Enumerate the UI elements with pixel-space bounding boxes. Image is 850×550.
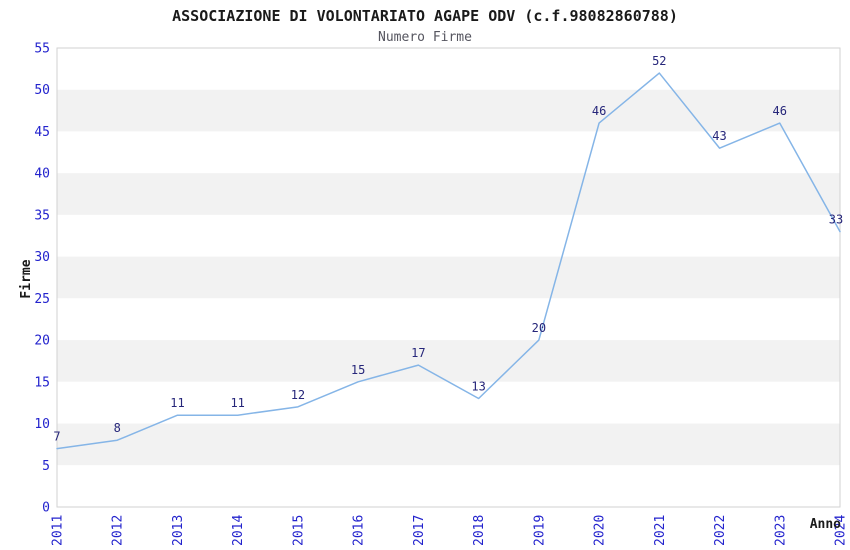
x-axis-title: Anno (810, 517, 841, 532)
data-point-label: 46 (773, 104, 787, 118)
x-tick-label: 2018 (472, 515, 487, 546)
x-tick-label: 2022 (713, 515, 728, 546)
data-point-label: 8 (114, 421, 121, 435)
plot-border (56, 47, 841, 508)
plot-band (57, 48, 840, 90)
x-tick-label: 2013 (171, 515, 186, 546)
data-point-label: 52 (652, 54, 666, 68)
data-point-label: 33 (829, 213, 843, 227)
series-line (56, 72, 841, 450)
y-tick-label: 15 (34, 375, 50, 390)
y-tick-label: 30 (34, 250, 50, 265)
y-axis-tick-labels: 0 5 10 15 20 25 30 35 40 45 50 55 (34, 42, 50, 516)
x-tick-label: 2015 (291, 515, 306, 546)
plot-band (57, 465, 840, 507)
data-point-label: 46 (592, 104, 606, 118)
x-tick-label: 2017 (412, 515, 427, 546)
y-tick-label: 20 (34, 334, 50, 349)
y-axis-title: Firme (19, 259, 34, 298)
y-tick-label: 10 (34, 417, 50, 432)
x-tick-label: 2020 (593, 515, 608, 546)
chart-title: ASSOCIAZIONE DI VOLONTARIATO AGAPE ODV (… (172, 7, 678, 25)
data-point-label: 7 (53, 430, 60, 444)
x-tick-label: 2016 (352, 515, 367, 546)
y-tick-label: 5 (42, 459, 50, 474)
plot-band (57, 423, 840, 466)
data-point-label: 20 (532, 321, 546, 335)
plot-band (57, 256, 840, 299)
y-tick-label: 40 (34, 167, 50, 182)
x-tick-label: 2011 (51, 515, 66, 546)
y-tick-label: 50 (34, 83, 50, 98)
plot-band (57, 381, 840, 424)
chart-subtitle: Numero Firme (378, 30, 472, 45)
x-tick-label: 2014 (231, 515, 246, 546)
plot-band (57, 340, 840, 382)
data-point-labels: 7 8 11 11 12 15 17 13 20 46 52 43 46 33 (53, 54, 843, 444)
plot-band (57, 214, 840, 257)
plot-band (57, 173, 840, 215)
x-tick-label: 2012 (111, 515, 126, 546)
y-tick-label: 55 (34, 42, 50, 57)
y-tick-label: 25 (34, 292, 50, 307)
x-tick-label: 2019 (532, 515, 547, 546)
plot-band (57, 89, 840, 132)
y-tick-label: 0 (42, 501, 50, 516)
data-point-label: 43 (712, 129, 726, 143)
data-point-label: 13 (471, 380, 485, 394)
plot-band (57, 298, 840, 341)
data-point-label: 17 (411, 346, 425, 360)
plot-band (57, 131, 840, 174)
data-point-label: 12 (291, 388, 305, 402)
data-point-label: 15 (351, 363, 365, 377)
x-tick-label: 2023 (773, 515, 788, 546)
data-point-label: 11 (170, 396, 184, 410)
x-tick-label: 2021 (653, 515, 668, 546)
plot-background-bands (57, 48, 840, 507)
y-tick-label: 35 (34, 208, 50, 223)
x-axis-tick-labels: 2011 2012 2013 2014 2015 2016 2017 2018 2019 2020… (51, 515, 849, 546)
y-tick-label: 45 (34, 125, 50, 140)
data-point-label: 11 (230, 396, 244, 410)
x-tick-label: 2024 (834, 515, 849, 546)
